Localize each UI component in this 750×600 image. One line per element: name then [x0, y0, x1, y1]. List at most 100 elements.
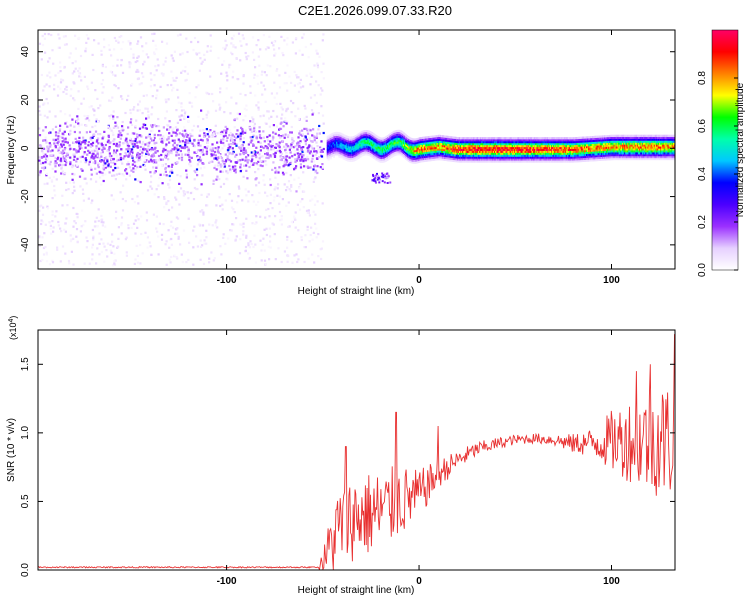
heatmap-cell [486, 154, 489, 157]
heatmap-cell [274, 151, 277, 155]
heatmap-cell [104, 162, 107, 165]
heatmap-cell [257, 168, 260, 171]
heatmap-cell [374, 145, 377, 149]
heatmap-cell [468, 137, 471, 140]
heatmap-cell [113, 263, 117, 266]
heatmap-cell [416, 139, 419, 143]
heatmap-cell [146, 152, 149, 155]
heatmap-cell [340, 144, 343, 147]
heatmap-cell [231, 53, 234, 56]
heatmap-cell [128, 40, 131, 43]
heatmap-cell [417, 139, 420, 142]
heatmap-cell [411, 161, 414, 164]
heatmap-cell [102, 164, 105, 167]
heatmap-cell [416, 153, 419, 156]
heatmap-cell [294, 211, 297, 214]
heatmap-cell [213, 166, 216, 170]
heatmap-cell [84, 139, 87, 142]
heatmap-cell [488, 143, 491, 146]
heatmap-cell [434, 148, 437, 151]
heatmap-cell [69, 129, 72, 132]
heatmap-cell [144, 123, 147, 127]
heatmap-cell [333, 142, 335, 145]
heatmap-cell [437, 158, 440, 161]
heatmap-cell [191, 129, 194, 132]
heatmap-cell [321, 166, 324, 169]
heatmap-cell [316, 132, 319, 135]
heatmap-cell [38, 156, 41, 159]
heatmap-cell [347, 149, 350, 153]
heatmap-cell [468, 152, 471, 155]
heatmap-cell [333, 134, 335, 137]
heatmap-cell [280, 215, 283, 218]
heatmap-cell [181, 52, 184, 55]
heatmap-cell [284, 149, 287, 152]
heatmap-cell [490, 148, 493, 151]
heatmap-cell [348, 142, 351, 145]
heatmap-cell [198, 223, 201, 226]
heatmap-cell [163, 196, 166, 199]
heatmap-cell [115, 159, 119, 162]
heatmap-cell [119, 153, 122, 156]
heatmap-cell [498, 143, 501, 146]
heatmap-cell [385, 157, 388, 160]
heatmap-cell [115, 173, 118, 176]
heatmap-cell [180, 102, 183, 105]
heatmap-cell [391, 137, 394, 140]
heatmap-cell [42, 206, 45, 209]
heatmap-cell [98, 242, 101, 245]
heatmap-cell [374, 136, 377, 139]
heatmap-cell [254, 243, 257, 246]
heatmap-cell [255, 104, 258, 107]
heatmap-cell [114, 217, 118, 220]
heatmap-cell [475, 152, 478, 155]
heatmap-cell [465, 139, 468, 142]
heatmap-cell [403, 137, 406, 140]
heatmap-cell [61, 140, 64, 143]
heatmap-cell [270, 115, 273, 118]
heatmap-cell [511, 137, 514, 140]
heatmap-cell [427, 138, 430, 141]
heatmap-cell [448, 136, 451, 139]
heatmap-cell [208, 223, 211, 226]
heatmap-cell [247, 252, 250, 255]
heatmap-cell [499, 137, 502, 140]
heatmap-cell [447, 145, 450, 148]
heatmap-cell [345, 154, 348, 158]
heatmap-cell [276, 187, 279, 190]
heatmap-cell [179, 118, 182, 121]
heatmap-cell [167, 150, 171, 153]
heatmap-cell [417, 149, 420, 152]
heatmap-cell [329, 151, 332, 154]
heatmap-cell [127, 161, 130, 164]
heatmap-cell [52, 230, 55, 233]
heatmap-cell [503, 137, 506, 140]
heatmap-cell [146, 150, 149, 153]
heatmap-cell [316, 145, 319, 148]
heatmap-cell [253, 127, 256, 130]
heatmap-cell [210, 45, 213, 48]
heatmap-cell [132, 159, 135, 162]
heatmap-cell [412, 142, 415, 145]
heatmap-cell [351, 138, 353, 141]
heatmap-cell [261, 243, 264, 246]
heatmap-cell [169, 170, 172, 173]
heatmap-cell [257, 108, 260, 111]
heatmap-cell [348, 136, 351, 139]
heatmap-cell [79, 143, 82, 146]
heatmap-cell [445, 158, 448, 161]
heatmap-cell [427, 136, 430, 139]
heatmap-cell [430, 139, 433, 142]
heatmap-cell [59, 66, 62, 69]
heatmap-cell [421, 146, 424, 149]
heatmap-cell [455, 140, 458, 143]
heatmap-cell [122, 157, 125, 160]
heatmap-cell [521, 144, 524, 148]
heatmap-cell [461, 139, 464, 142]
heatmap-cell [373, 133, 376, 136]
heatmap-cell [517, 139, 520, 142]
heatmap-cell [77, 107, 80, 110]
heatmap-cell [242, 82, 245, 85]
heatmap-cell [424, 152, 426, 155]
heatmap-cell [110, 71, 114, 74]
